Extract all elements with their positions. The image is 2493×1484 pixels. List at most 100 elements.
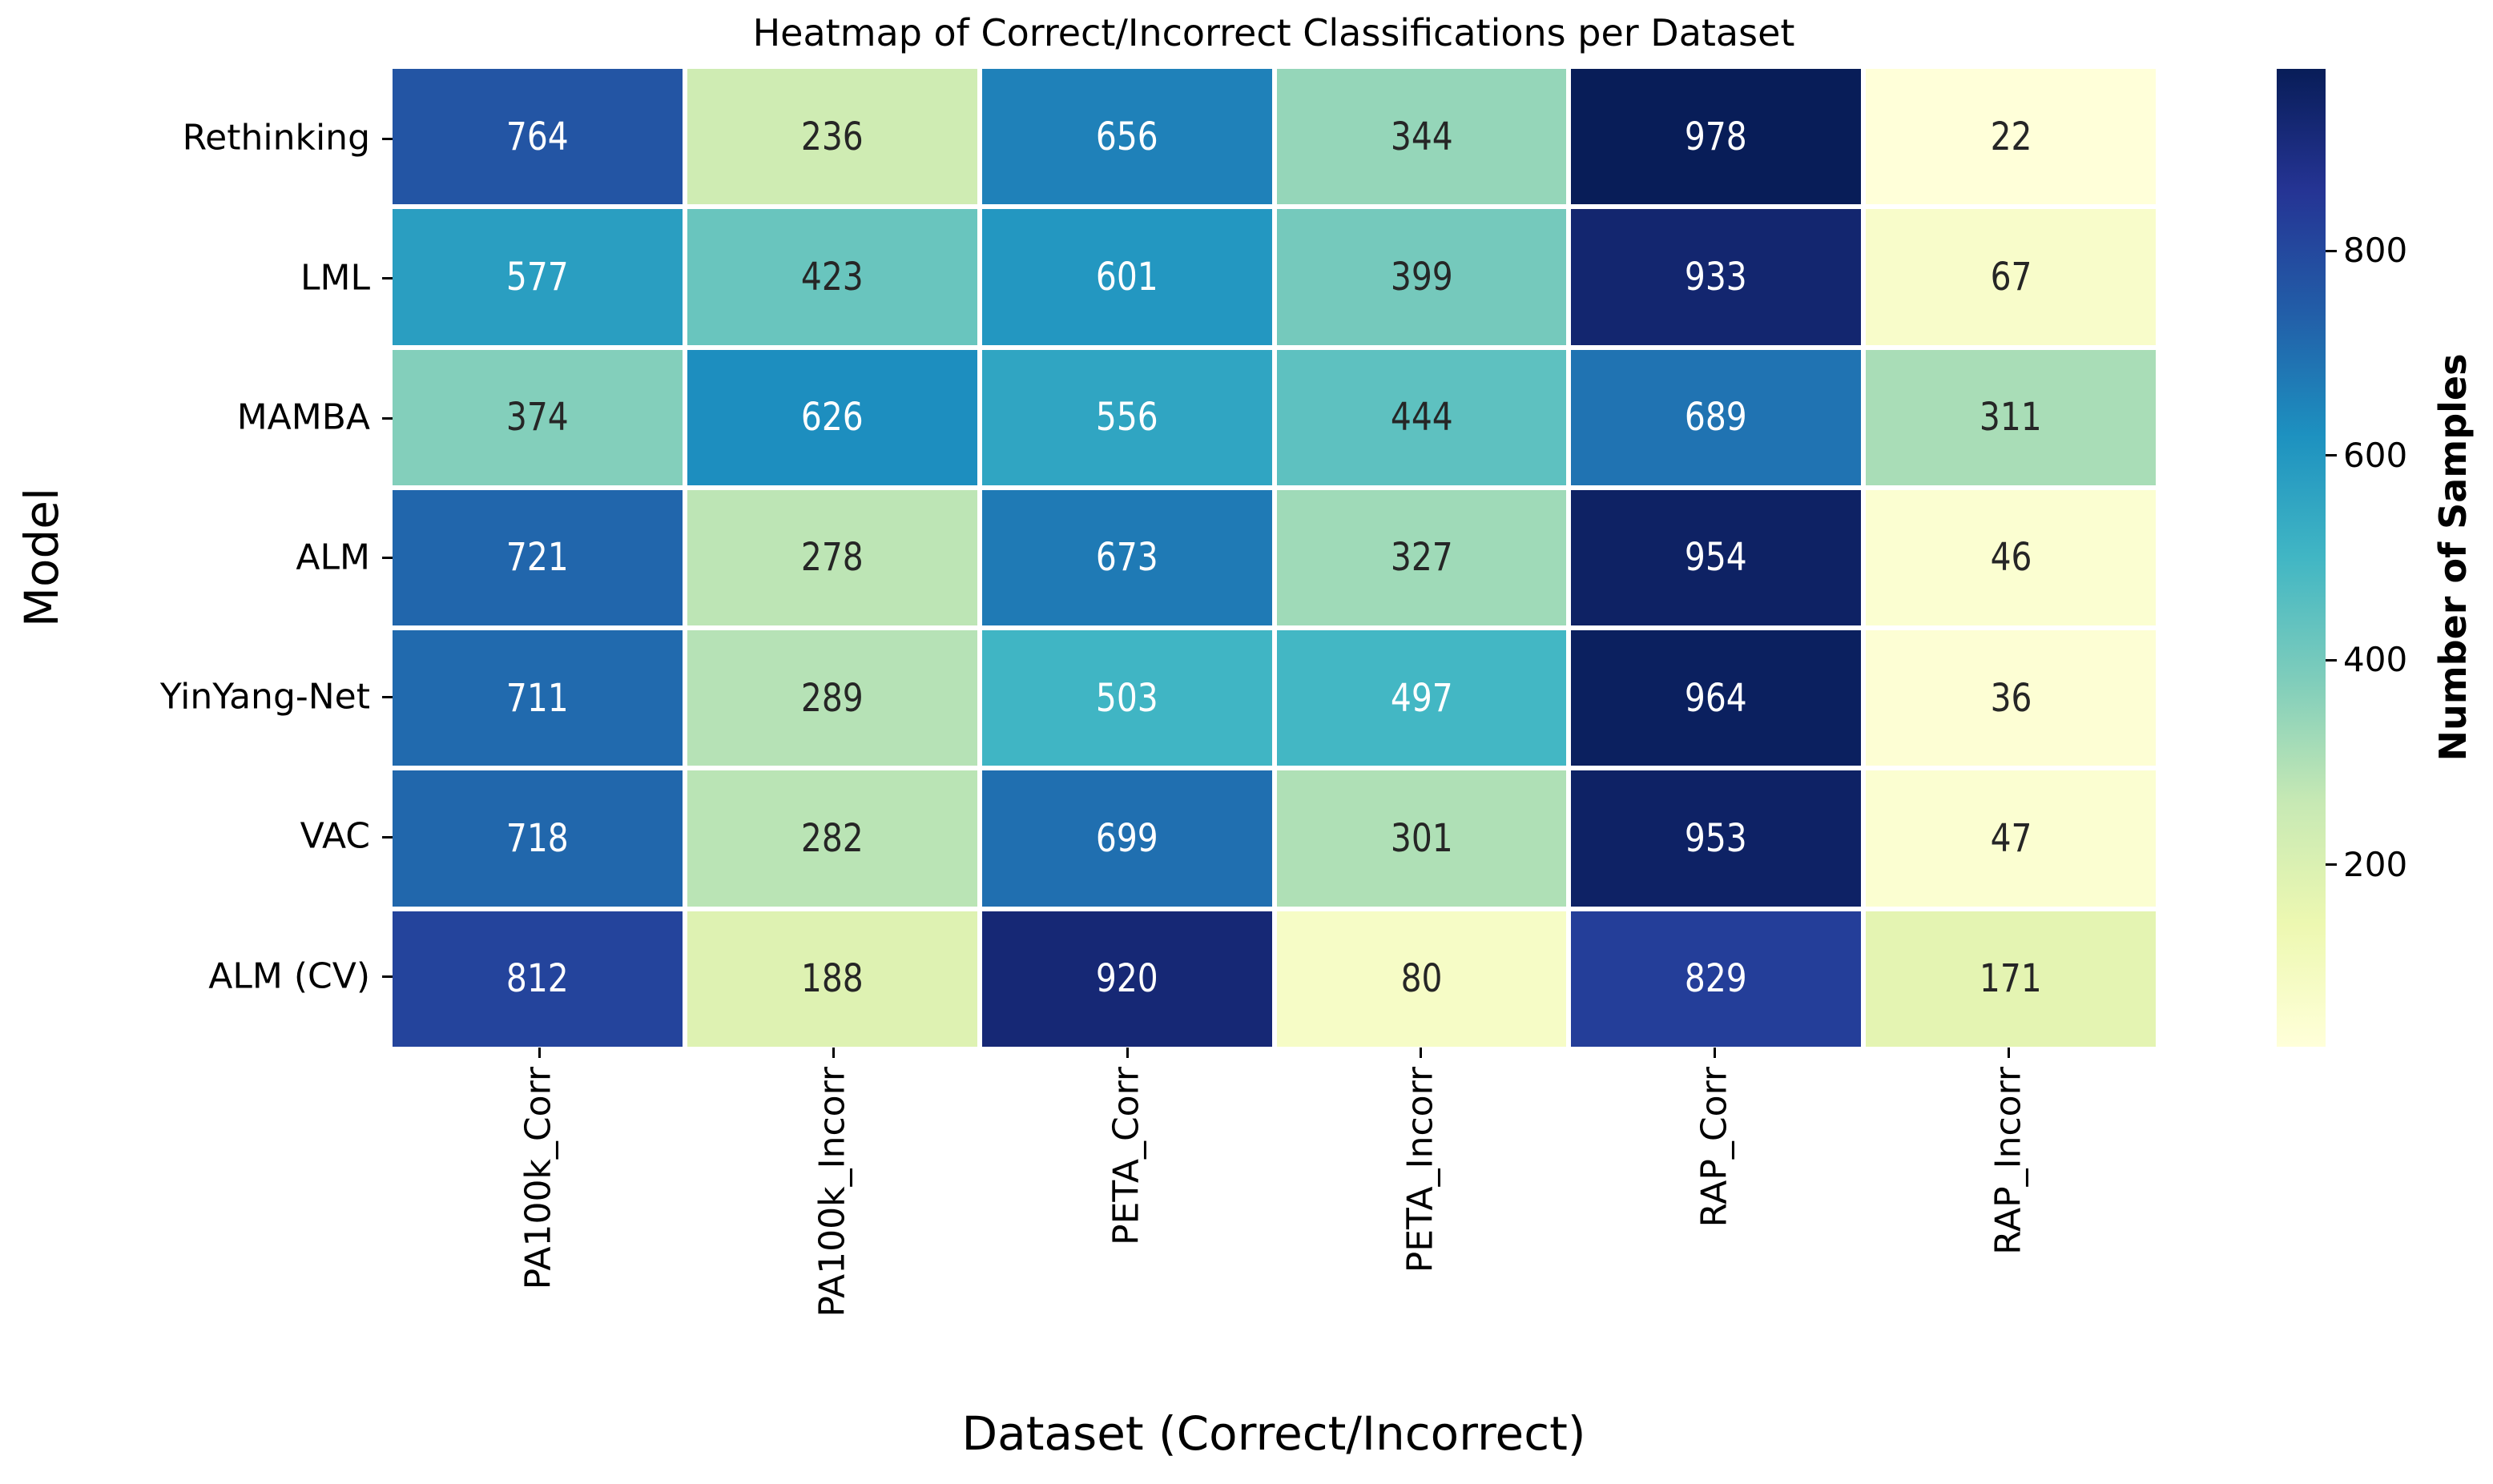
heatmap-cell: 577 bbox=[393, 209, 683, 345]
heatmap-cell: 399 bbox=[1276, 209, 1567, 345]
chart-title: Heatmap of Correct/Incorrect Classificat… bbox=[752, 11, 1795, 54]
cell-value: 444 bbox=[1390, 395, 1453, 440]
y-tick-label: YinYang-Net bbox=[159, 676, 370, 718]
cell-value: 953 bbox=[1685, 816, 1748, 862]
cell-value: 282 bbox=[800, 816, 864, 862]
cell-value: 656 bbox=[1095, 114, 1158, 159]
y-tick-label: Rethinking bbox=[182, 117, 370, 159]
x-axis-label: Dataset (Correct/Incorrect) bbox=[961, 1406, 1586, 1461]
heatmap-cell: 556 bbox=[981, 349, 1272, 485]
x-tick-label: RAP_Incorr bbox=[1988, 1067, 2029, 1255]
colorbar-tick-label: 200 bbox=[2343, 844, 2408, 884]
heatmap-cell: 80 bbox=[1276, 911, 1567, 1047]
cell-value: 289 bbox=[800, 675, 864, 721]
heatmap-cell: 497 bbox=[1276, 630, 1567, 766]
heatmap-cell: 978 bbox=[1571, 69, 1862, 205]
cell-value: 829 bbox=[1685, 956, 1748, 1002]
heatmap-cell: 46 bbox=[1866, 489, 2156, 626]
cell-value: 423 bbox=[800, 254, 864, 300]
heatmap-cell: 22 bbox=[1866, 69, 2156, 205]
heatmap-cell: 689 bbox=[1571, 349, 1862, 485]
y-tick-mark bbox=[382, 416, 393, 420]
colorbar bbox=[2277, 69, 2326, 1047]
heatmap-cell: 673 bbox=[981, 489, 1272, 626]
heatmap-cell: 311 bbox=[1866, 349, 2156, 485]
cell-value: 699 bbox=[1095, 816, 1158, 862]
y-tick-label: ALM bbox=[296, 537, 370, 578]
cell-value: 812 bbox=[505, 956, 569, 1002]
cell-value: 954 bbox=[1685, 535, 1748, 581]
x-tick-mark bbox=[538, 1048, 541, 1058]
cell-value: 718 bbox=[505, 816, 569, 862]
cell-value: 67 bbox=[1990, 254, 2032, 300]
heatmap-cell: 626 bbox=[687, 349, 977, 485]
x-tick-mark bbox=[2008, 1048, 2011, 1058]
cell-value: 601 bbox=[1095, 254, 1158, 300]
cell-value: 46 bbox=[1990, 535, 2032, 581]
y-tick-label: MAMBA bbox=[236, 396, 370, 438]
x-tick-mark bbox=[1420, 1048, 1423, 1058]
heatmap-cell: 374 bbox=[393, 349, 683, 485]
heatmap-cell: 423 bbox=[687, 209, 977, 345]
y-tick-mark bbox=[382, 137, 393, 140]
heatmap-cell: 711 bbox=[393, 630, 683, 766]
cell-value: 689 bbox=[1685, 395, 1748, 440]
cell-value: 301 bbox=[1390, 816, 1453, 862]
heatmap-cell: 954 bbox=[1571, 489, 1862, 626]
cell-value: 80 bbox=[1400, 956, 1443, 1002]
y-tick-mark bbox=[382, 975, 393, 979]
heatmap-cell: 953 bbox=[1571, 770, 1862, 907]
heatmap-cell: 718 bbox=[393, 770, 683, 907]
heatmap-cell: 188 bbox=[687, 911, 977, 1047]
heatmap-cell: 829 bbox=[1571, 911, 1862, 1047]
heatmap-cell: 444 bbox=[1276, 349, 1567, 485]
x-tick-mark bbox=[1714, 1048, 1717, 1058]
heatmap-cell: 278 bbox=[687, 489, 977, 626]
y-tick-mark bbox=[382, 557, 393, 559]
cell-value: 920 bbox=[1095, 956, 1158, 1002]
cell-value: 344 bbox=[1390, 114, 1453, 159]
heatmap-cell: 656 bbox=[981, 69, 1272, 205]
y-tick-mark bbox=[382, 277, 393, 280]
cell-value: 964 bbox=[1685, 675, 1748, 721]
cell-value: 278 bbox=[800, 535, 864, 581]
heatmap-cell: 36 bbox=[1866, 630, 2156, 766]
heatmap-cell: 920 bbox=[981, 911, 1272, 1047]
cell-value: 721 bbox=[505, 535, 569, 581]
heatmap-cell: 327 bbox=[1276, 489, 1567, 626]
heatmap-cell: 601 bbox=[981, 209, 1272, 345]
heatmap-cell: 282 bbox=[687, 770, 977, 907]
cell-value: 577 bbox=[505, 254, 569, 300]
cell-value: 311 bbox=[1979, 395, 2043, 440]
heatmap-cell: 289 bbox=[687, 630, 977, 766]
cell-value: 673 bbox=[1095, 535, 1158, 581]
heatmap-cell: 67 bbox=[1866, 209, 2156, 345]
colorbar-tick-mark bbox=[2326, 863, 2337, 867]
colorbar-tick-label: 400 bbox=[2343, 640, 2408, 680]
heatmap-cell: 699 bbox=[981, 770, 1272, 907]
colorbar-tick-label: 600 bbox=[2343, 435, 2408, 475]
heatmap-cell: 503 bbox=[981, 630, 1272, 766]
cell-value: 497 bbox=[1390, 675, 1453, 721]
heatmap-cell: 933 bbox=[1571, 209, 1862, 345]
cell-value: 374 bbox=[505, 395, 569, 440]
cell-value: 188 bbox=[800, 956, 864, 1002]
heatmap-cell: 812 bbox=[393, 911, 683, 1047]
cell-value: 47 bbox=[1990, 816, 2032, 862]
colorbar-tick-mark bbox=[2326, 454, 2337, 457]
heatmap-cell: 344 bbox=[1276, 69, 1567, 205]
heatmap-cell: 301 bbox=[1276, 770, 1567, 907]
x-tick-label: RAP_Corr bbox=[1694, 1067, 1735, 1228]
heatmap-cell: 964 bbox=[1571, 630, 1862, 766]
cell-value: 764 bbox=[505, 114, 569, 159]
cell-value: 711 bbox=[505, 675, 569, 721]
x-tick-label: PETA_Corr bbox=[1106, 1067, 1147, 1245]
cell-value: 236 bbox=[800, 114, 864, 159]
x-tick-label: PA100k_Incorr bbox=[812, 1067, 853, 1317]
colorbar-tick-label: 800 bbox=[2343, 231, 2408, 271]
y-tick-mark bbox=[382, 835, 393, 839]
x-tick-mark bbox=[1126, 1048, 1129, 1058]
cell-value: 626 bbox=[800, 395, 864, 440]
x-tick-label: PA100k_Corr bbox=[518, 1067, 560, 1290]
